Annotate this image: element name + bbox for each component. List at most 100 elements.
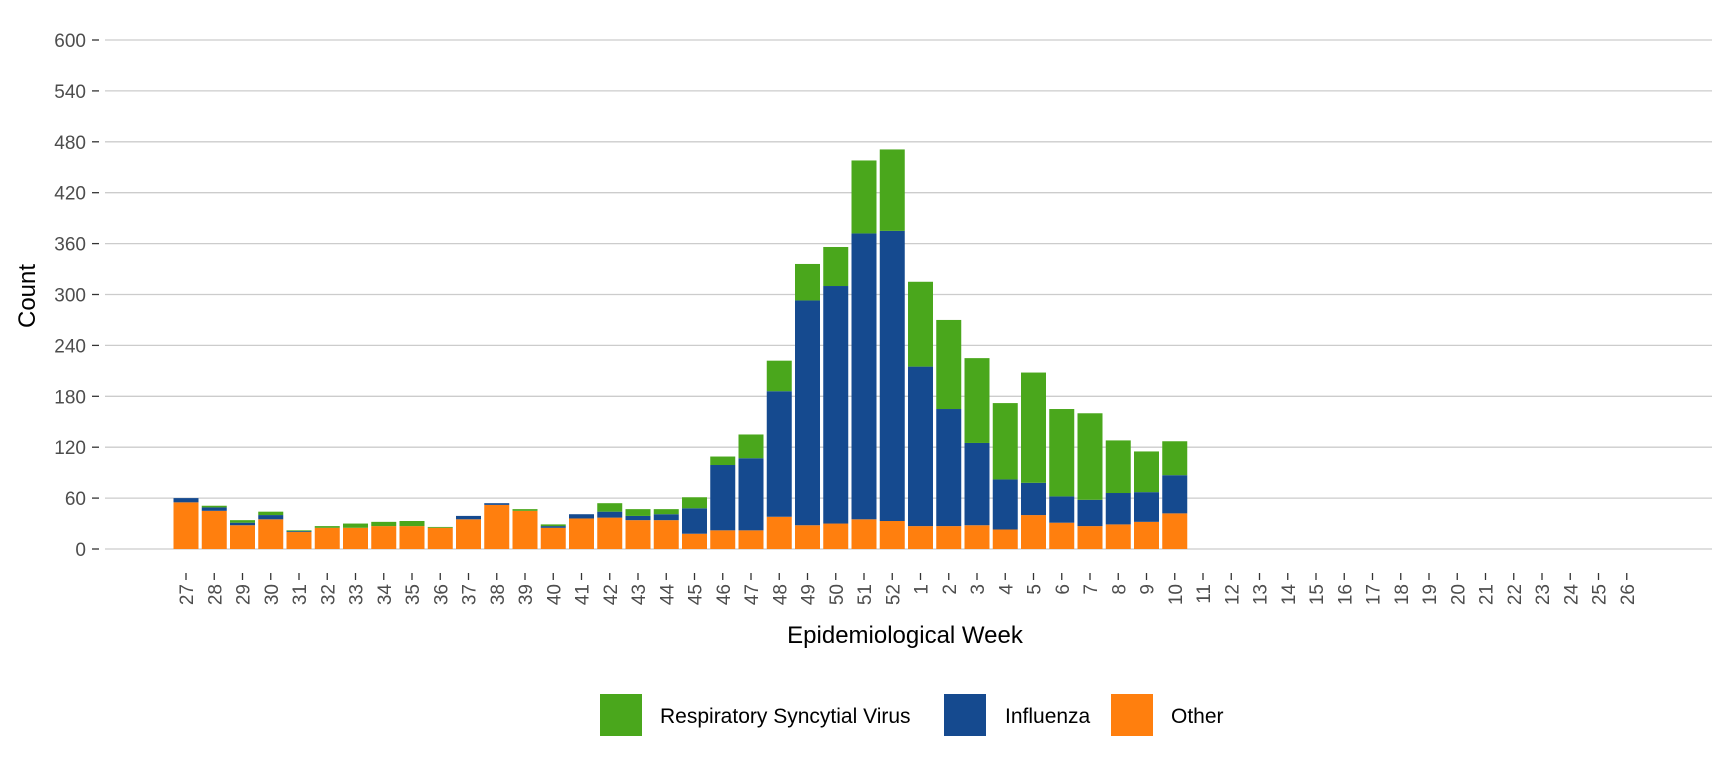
y-tick-label: 240 xyxy=(54,336,86,357)
bar-respiratory-syncytial-virus-week-6 xyxy=(1049,409,1075,497)
x-tick-label: 12 xyxy=(1222,584,1243,605)
bar-influenza-week-51 xyxy=(851,233,877,520)
bar-respiratory-syncytial-virus-week-28 xyxy=(201,505,227,508)
bar-respiratory-syncytial-virus-week-46 xyxy=(710,456,736,466)
bar-influenza-week-1 xyxy=(908,366,933,527)
x-tick-label: 28 xyxy=(205,584,226,605)
bar-other-week-31 xyxy=(286,532,312,549)
x-tick-label: 35 xyxy=(403,584,424,605)
bar-influenza-week-27 xyxy=(173,498,199,503)
bar-influenza-week-31 xyxy=(286,531,312,533)
bar-respiratory-syncytial-virus-week-34 xyxy=(371,521,397,527)
x-tick-label: 2 xyxy=(940,584,961,595)
x-tick-label: 14 xyxy=(1279,584,1300,606)
bar-other-week-48 xyxy=(766,516,792,549)
bar-respiratory-syncytial-virus-week-52 xyxy=(879,149,905,231)
x-tick-label: 32 xyxy=(318,584,339,605)
bar-other-week-32 xyxy=(314,527,340,549)
bar-respiratory-syncytial-virus-week-44 xyxy=(653,509,679,515)
x-tick-label: 8 xyxy=(1109,584,1130,595)
bar-respiratory-syncytial-virus-week-3 xyxy=(964,358,990,443)
x-tick-label: 15 xyxy=(1307,584,1328,605)
x-tick-label: 42 xyxy=(601,584,622,605)
bar-other-week-2 xyxy=(936,526,962,549)
bar-other-week-8 xyxy=(1105,524,1131,549)
bar-respiratory-syncytial-virus-week-9 xyxy=(1134,451,1159,493)
bar-influenza-week-5 xyxy=(1021,482,1046,516)
bar-influenza-week-30 xyxy=(258,515,284,520)
bar-other-week-9 xyxy=(1134,521,1159,549)
x-tick-label: 39 xyxy=(516,584,537,605)
bar-respiratory-syncytial-virus-week-36 xyxy=(427,526,453,528)
bar-influenza-week-37 xyxy=(456,515,481,520)
bar-respiratory-syncytial-virus-week-43 xyxy=(625,509,651,516)
bar-influenza-week-47 xyxy=(738,458,764,531)
x-tick-label: 43 xyxy=(629,584,650,605)
bar-respiratory-syncytial-virus-week-1 xyxy=(908,281,933,367)
bar-influenza-week-43 xyxy=(625,515,651,521)
x-tick-label: 37 xyxy=(460,584,481,605)
bar-other-week-37 xyxy=(456,519,481,549)
bar-other-week-7 xyxy=(1077,526,1103,549)
bar-respiratory-syncytial-virus-week-2 xyxy=(936,319,962,410)
x-tick-label: 50 xyxy=(827,584,848,605)
legend: Respiratory Syncytial Virus Influenza Othe… xyxy=(600,694,1224,736)
bar-respiratory-syncytial-virus-week-40 xyxy=(540,524,566,527)
bar-other-week-43 xyxy=(625,520,651,549)
bar-other-week-42 xyxy=(597,517,623,549)
bar-other-week-47 xyxy=(738,530,764,549)
bar-respiratory-syncytial-virus-week-4 xyxy=(992,403,1018,480)
bar-respiratory-syncytial-virus-week-29 xyxy=(230,520,255,523)
x-tick-label: 40 xyxy=(544,584,565,605)
y-axis-title: Count xyxy=(14,264,41,328)
bar-respiratory-syncytial-virus-week-49 xyxy=(795,263,820,301)
bar-other-week-28 xyxy=(201,510,227,549)
x-tick-label: 52 xyxy=(883,584,904,605)
bar-respiratory-syncytial-virus-week-47 xyxy=(738,434,764,459)
bar-influenza-week-3 xyxy=(964,442,990,526)
bar-respiratory-syncytial-virus-week-48 xyxy=(766,360,792,392)
legend-label: Other xyxy=(1171,705,1224,728)
bar-other-week-44 xyxy=(653,520,679,549)
x-tick-label: 33 xyxy=(347,584,368,605)
bar-respiratory-syncytial-virus-week-35 xyxy=(399,521,425,527)
y-tick-label: 540 xyxy=(54,82,86,103)
x-tick-label: 46 xyxy=(714,584,735,605)
bar-other-week-34 xyxy=(371,526,397,549)
legend-label: Influenza xyxy=(1005,705,1091,728)
bar-respiratory-syncytial-virus-week-42 xyxy=(597,503,623,512)
bar-influenza-week-38 xyxy=(484,503,510,505)
bar-respiratory-syncytial-virus-week-50 xyxy=(823,246,849,287)
y-tick-label: 180 xyxy=(54,387,86,408)
y-tick-label: 0 xyxy=(75,540,86,561)
x-tick-label: 10 xyxy=(1166,584,1187,605)
bar-other-week-27 xyxy=(173,502,199,549)
bar-other-week-41 xyxy=(569,518,594,549)
x-tick-label: 23 xyxy=(1533,584,1554,605)
bar-influenza-week-4 xyxy=(992,479,1018,530)
bar-respiratory-syncytial-virus-week-31 xyxy=(286,530,312,532)
legend-key-influenza xyxy=(944,694,986,736)
bar-influenza-week-28 xyxy=(201,507,227,511)
bar-respiratory-syncytial-virus-week-39 xyxy=(512,509,538,511)
x-tick-label: 24 xyxy=(1561,584,1582,606)
bar-influenza-week-2 xyxy=(936,409,962,527)
x-tick-label: 4 xyxy=(996,584,1017,595)
bar-other-week-39 xyxy=(512,510,538,549)
x-tick-label: 9 xyxy=(1138,584,1159,595)
x-tick-label: 3 xyxy=(968,584,989,595)
bar-other-week-33 xyxy=(343,527,368,549)
bar-influenza-week-8 xyxy=(1105,493,1131,525)
bar-other-week-29 xyxy=(230,525,255,549)
legend-label: Respiratory Syncytial Virus xyxy=(660,705,911,728)
bar-other-week-6 xyxy=(1049,522,1075,549)
x-tick-label: 5 xyxy=(1025,584,1046,595)
x-tick-label: 22 xyxy=(1505,584,1526,605)
x-tick-label: 19 xyxy=(1420,584,1441,605)
y-axis: 0 60 120 180 240 300 360 420 480 540 600 xyxy=(54,31,99,561)
x-tick-label: 29 xyxy=(234,584,255,605)
bar-influenza-week-44 xyxy=(653,514,679,521)
legend-key-respiratory-syncytial-virus xyxy=(600,694,642,736)
y-tick-label: 60 xyxy=(65,489,86,510)
